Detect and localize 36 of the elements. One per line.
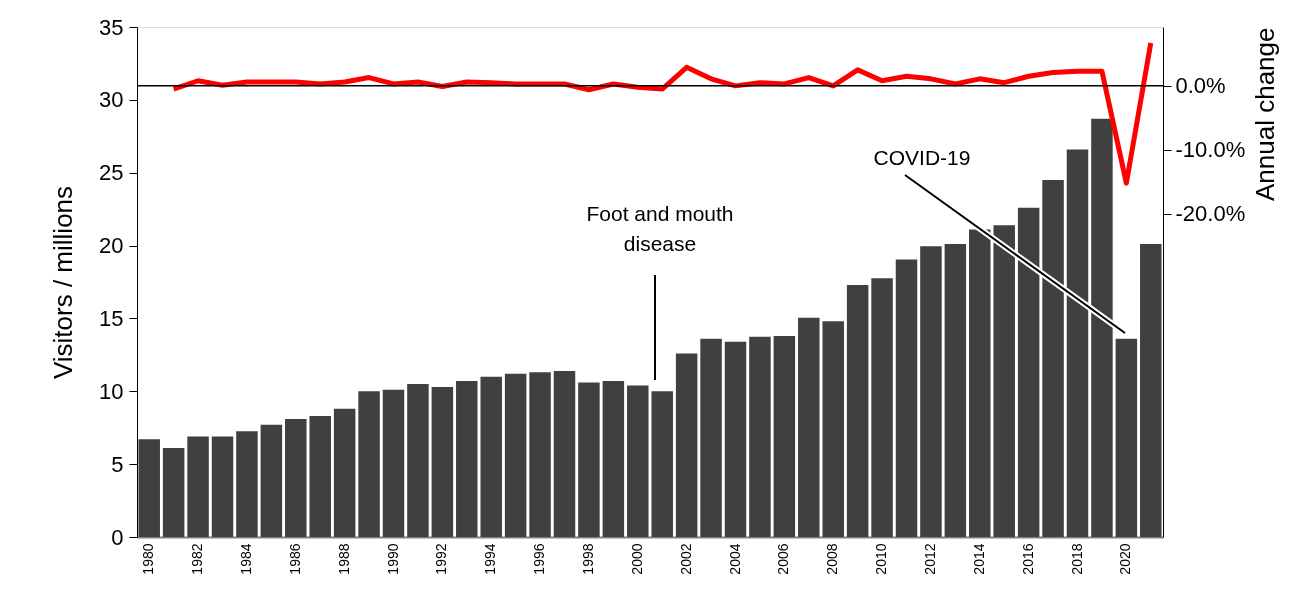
x-tick-label: 2018 (1068, 543, 1085, 575)
x-tick-label: 1994 (482, 543, 499, 575)
y-axis-title: Visitors / millions (48, 185, 79, 380)
y-tick-label: 35 (99, 14, 124, 40)
x-tick-label: 1990 (384, 543, 401, 575)
y-tick-label: 20 (99, 233, 124, 259)
x-tick-label: 1980 (140, 543, 157, 575)
x-tick-label: 2006 (775, 543, 792, 575)
x-tick-label: 1982 (189, 543, 206, 575)
y2-tick-label: -10.0% (1175, 137, 1246, 163)
annotation: Foot and mouth disease (586, 202, 734, 255)
x-tick-label: 2020 (1117, 543, 1134, 575)
x-tick-label: 2010 (873, 543, 890, 575)
x-tick-label: 2008 (824, 543, 841, 575)
x-tick-label: 2000 (628, 543, 645, 575)
y-tick-label: 10 (99, 378, 124, 404)
y-tick-label: 0 (111, 524, 124, 550)
x-tick-label: 2004 (726, 543, 743, 575)
y2-tick-label: -20.0% (1175, 201, 1246, 227)
x-tick-label: 1986 (286, 543, 303, 575)
y-tick-label: 5 (111, 451, 124, 477)
y-tick-label: 30 (99, 87, 124, 113)
x-tick-label: 2012 (921, 543, 938, 575)
x-tick-label: 1998 (579, 543, 596, 575)
x-tick-label: 1996 (531, 543, 548, 575)
x-tick-label: 2014 (970, 543, 987, 575)
x-tick-label: 2016 (1019, 543, 1036, 575)
x-tick-label: 1988 (335, 543, 352, 575)
y2-tick-label: 0.0% (1175, 73, 1226, 99)
x-tick-label: 1992 (433, 543, 450, 575)
x-tick-label: 2002 (677, 543, 694, 575)
y-tick-label: 15 (99, 305, 124, 331)
y2-axis-title: Annual change (1250, 27, 1281, 201)
annotation: COVID-19 (873, 146, 971, 169)
y-tick-label: 25 (99, 160, 124, 186)
x-tick-label: 1984 (237, 543, 254, 575)
